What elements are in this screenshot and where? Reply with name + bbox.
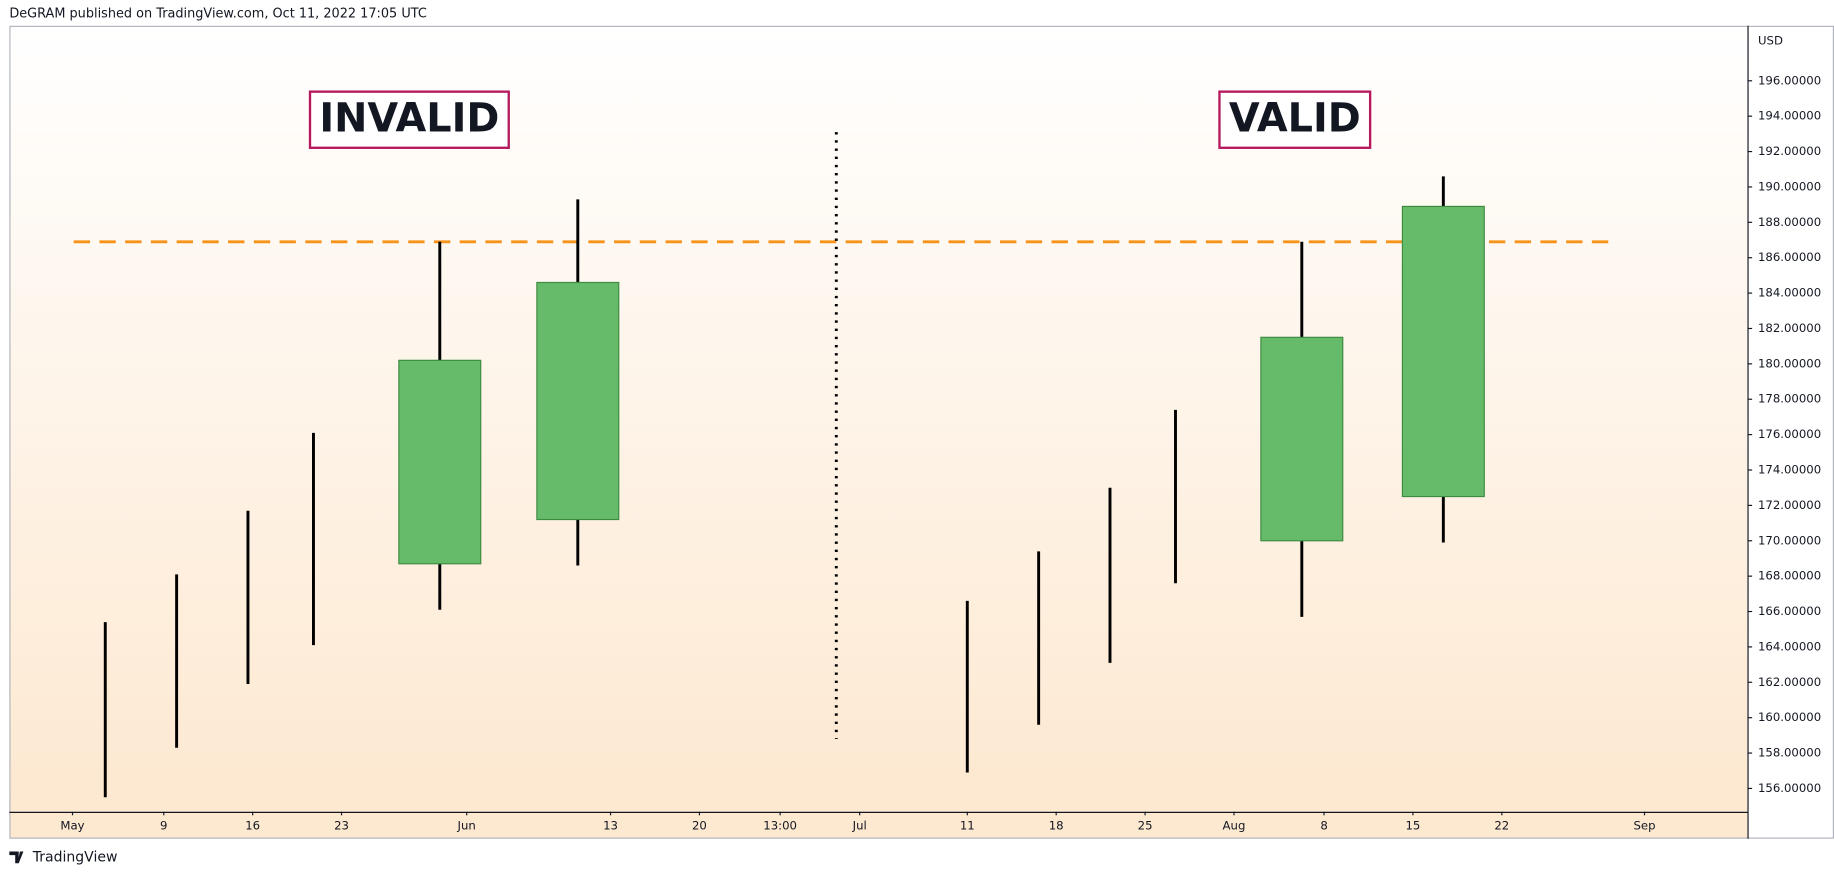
y-tick-label: 164.00000 [1758,639,1821,653]
x-tick-label: Sep [1634,818,1656,832]
y-tick-label: 186.00000 [1758,250,1821,264]
footer-brand: TradingView [32,849,118,865]
candle [398,241,482,610]
x-tick-label: 18 [1049,818,1064,832]
annotation-box [308,90,510,149]
y-tick-label: 196.00000 [1758,73,1821,87]
y-tick-label: 166.00000 [1758,604,1821,618]
y-tick-label: 192.00000 [1758,144,1821,158]
candle [1260,241,1344,617]
x-tick-label: 20 [692,818,707,832]
x-tick-label: 22 [1494,818,1509,832]
x-tick-label: 13:00 [763,818,797,832]
y-tick-label: 180.00000 [1758,356,1821,370]
candle [536,199,620,566]
time-axis-background [9,811,1748,839]
y-tick-label: 188.00000 [1758,215,1821,229]
candle-body [1401,205,1485,498]
currency-label: USD [1758,33,1783,47]
x-tick-label: 23 [334,818,349,832]
y-tick-label: 182.00000 [1758,321,1821,335]
y-tick-label: 178.00000 [1758,392,1821,406]
y-tick-label: 158.00000 [1758,746,1821,760]
plot-background [9,25,1748,812]
y-tick-label: 174.00000 [1758,463,1821,477]
annotation-box [1218,90,1372,149]
candle-body [1260,336,1344,542]
y-tick-label: 168.00000 [1758,569,1821,583]
candle [1401,176,1485,543]
x-tick-label: May [60,818,84,832]
y-tick-label: 184.00000 [1758,286,1821,300]
y-tick-label: 172.00000 [1758,498,1821,512]
logo-icon [9,851,24,864]
x-tick-label: 13 [603,818,618,832]
y-tick-label: 170.00000 [1758,533,1821,547]
candle-body [536,281,620,521]
x-tick-label: Jul [852,818,867,832]
y-tick-label: 176.00000 [1758,427,1821,441]
annotation-text: VALID [1229,95,1361,141]
x-tick-label: 9 [160,818,167,832]
x-tick-label: 15 [1405,818,1420,832]
x-tick-label: Jun [457,818,476,832]
x-tick-label: 11 [960,818,975,832]
annotation: INVALID [308,90,510,149]
annotation-text: INVALID [319,95,499,141]
y-tick-label: 156.00000 [1758,781,1821,795]
price-axis-background [1747,25,1834,839]
frame [9,25,1834,839]
y-tick-label: 190.00000 [1758,179,1821,193]
x-tick-label: 8 [1320,818,1327,832]
y-tick-label: 194.00000 [1758,109,1821,123]
x-tick-label: 25 [1138,818,1153,832]
x-tick-label: 16 [245,818,260,832]
annotation: VALID [1218,90,1372,149]
header: DeGRAM published on TradingView.com, Oct… [9,7,426,22]
candle-body [398,359,482,565]
y-tick-label: 162.00000 [1758,675,1821,689]
y-tick-label: 160.00000 [1758,710,1821,724]
footer-logo [9,851,24,864]
x-tick-label: Aug [1223,818,1246,832]
